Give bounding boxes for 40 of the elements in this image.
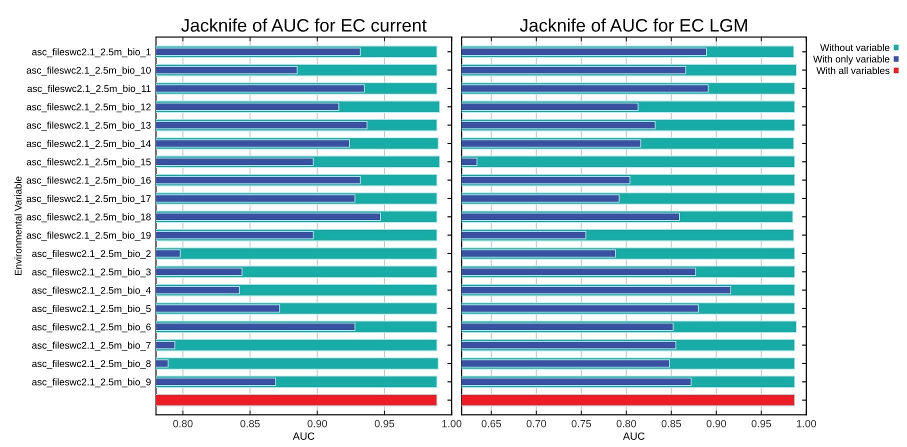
y-tick-label: asc_fileswc2.1_2.5m_bio_1 [32,48,151,58]
x-axis-title: AUC [292,432,314,440]
x-tick-label: 0.95 [374,420,394,428]
y-tick-label: asc_fileswc2.1_2.5m_bio_8 [32,360,151,369]
y-tick-label: asc_fileswc2.1_2.5m_bio_19 [26,232,151,241]
x-tick-label: 0.65 [482,420,502,428]
y-tick-label: asc_fileswc2.1_2.5m_bio_2 [32,250,151,259]
y-tick-label: asc_fileswc2.1_2.5m_bio_17 [26,194,151,204]
legend-label: With all variables [816,66,890,74]
x-tick-label: 0.70 [526,420,546,428]
y-tick-label: asc_fileswc2.1_2.5m_bio_7 [32,342,151,351]
x-axis-title: AUC [623,432,645,440]
legend-label: With only variable [813,55,890,64]
y-tick-label: asc_fileswc2.1_2.5m_bio_16 [26,176,151,186]
y-tick-label: asc_fileswc2.1_2.5m_bio_3 [32,268,151,278]
x-tick-label: 0.95 [752,420,772,428]
x-tick-label: 1.00 [796,420,816,428]
x-tick-label: 0.85 [240,420,260,428]
y-tick-label: asc_fileswc2.1_2.5m_bio_5 [32,304,151,314]
y-tick-label: asc_fileswc2.1_2.5m_bio_4 [32,286,151,296]
y-tick-label: asc_fileswc2.1_2.5m_bio_15 [26,158,151,168]
x-tick-label: 0.75 [572,420,592,428]
x-tick-label: 1.00 [442,420,462,428]
y-tick-label: asc_fileswc2.1_2.5m_bio_9 [32,378,151,388]
y-tick-label: asc_fileswc2.1_2.5m_bio_10 [26,66,151,76]
x-tick-label: 0.90 [706,420,726,428]
legend-label: Without variable [820,44,890,52]
x-tick-label: 0.90 [308,420,328,428]
y-tick-label: asc_fileswc2.1_2.5m_bio_11 [27,84,151,94]
x-tick-label: 0.85 [662,420,682,428]
x-tick-label: 0.80 [616,420,636,428]
chart-title: Jacknife of AUC for EC current [181,18,427,32]
y-axis-title: Environmental Variable [14,176,22,276]
y-tick-label: asc_fileswc2.1_2.5m_bio_12 [26,103,151,112]
y-tick-label: asc_fileswc2.1_2.5m_bio_14 [26,140,151,149]
y-tick-label: asc_fileswc2.1_2.5m_bio_18 [26,213,151,222]
chart-title: Jacknife of AUC for EC LGM [520,18,747,32]
y-tick-label: asc_fileswc2.1_2.5m_bio_6 [32,323,151,332]
y-tick-label: asc_fileswc2.1_2.5m_bio_13 [26,122,151,131]
x-tick-label: 0.80 [173,420,193,428]
